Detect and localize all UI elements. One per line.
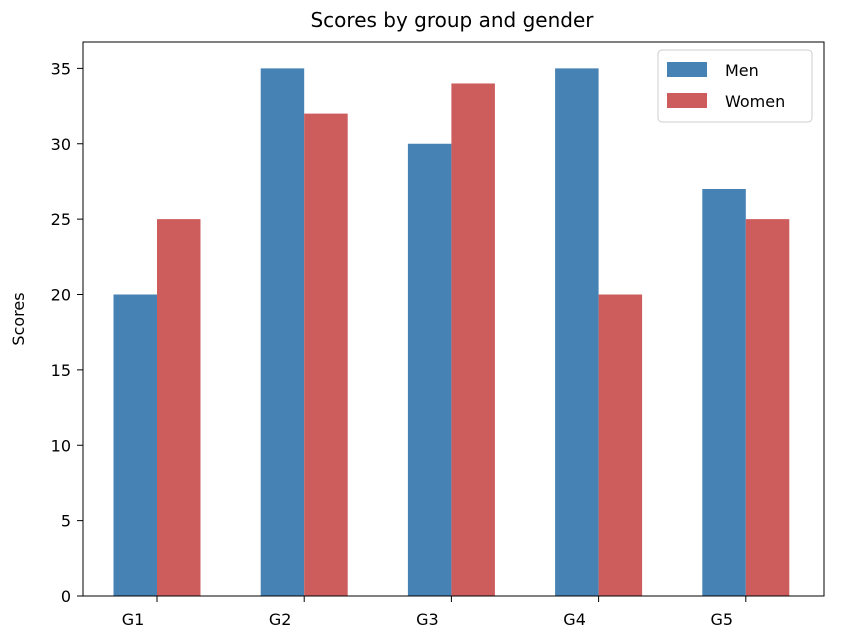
bar-women-g2 (304, 113, 348, 597)
y-tick-label-0: 0 (61, 587, 71, 606)
y-tick-label-20: 20 (51, 286, 71, 305)
bar-men-g2 (260, 68, 305, 596)
bar-men-g1 (113, 294, 157, 596)
legend-men-swatch (667, 62, 707, 77)
y-tick-label-35: 35 (51, 59, 71, 78)
bar-men-g4 (555, 68, 599, 596)
y-tick-label-25: 25 (51, 210, 71, 229)
y-tick-label-10: 10 (51, 436, 71, 455)
x-tick-label-g4: G4 (563, 610, 586, 629)
legend: Men Women (657, 49, 813, 123)
bar-women-g5 (745, 219, 790, 596)
legend-women-label: Women (725, 92, 785, 111)
y-axis-label: Scores (9, 292, 28, 345)
legend-men-label: Men (725, 61, 759, 80)
bar-men-g3 (407, 143, 452, 596)
chart-title: Scores by group and gender (310, 8, 594, 32)
bar-women-g3 (451, 83, 495, 596)
y-tick-label-30: 30 (51, 135, 71, 154)
plot-frame (82, 41, 825, 597)
y-axis: 0 5 10 15 20 25 30 35 (51, 59, 83, 606)
bars-group (113, 68, 790, 597)
x-tick-label-g3: G3 (416, 610, 439, 629)
x-axis: G1 G2 G3 G4 G5 (122, 596, 747, 629)
legend-women-swatch (667, 93, 707, 108)
y-tick-label-15: 15 (51, 361, 71, 380)
bar-women-g4 (598, 294, 643, 596)
x-tick-label-g5: G5 (711, 610, 734, 629)
x-tick-label-g1: G1 (122, 610, 145, 629)
x-tick-label-g2: G2 (269, 610, 292, 629)
bar-women-g1 (157, 219, 201, 596)
y-tick-label-5: 5 (61, 512, 71, 531)
bar-men-g5 (702, 188, 746, 596)
